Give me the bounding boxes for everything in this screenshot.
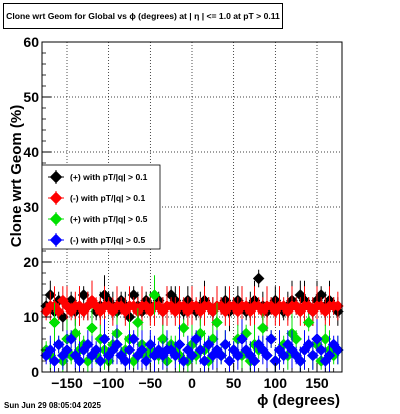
legend-marker: [49, 191, 63, 205]
data-point: [261, 349, 273, 362]
data-point: [277, 349, 290, 362]
data-point: [86, 322, 98, 334]
x-tick-label: −100: [93, 375, 125, 391]
axes: −150 −100 −50 0 50 100 150 0 10 20 30 40 50 60: [23, 34, 343, 391]
data-point: [252, 272, 265, 285]
data-point: [48, 316, 61, 329]
data-point: [111, 338, 123, 351]
legend-marker: [49, 233, 63, 247]
data-point: [211, 316, 223, 329]
data-point: [140, 355, 153, 367]
data-point: [311, 333, 323, 345]
legend-label: (-) with pT/|q| > 0.5: [70, 235, 145, 245]
x-tick-label: −150: [51, 375, 83, 391]
data-point: [48, 355, 61, 367]
data-point: [186, 349, 198, 362]
legend-box: [41, 164, 161, 250]
chart-title: Clone wrt Geom for Global vs ϕ (degrees)…: [3, 3, 283, 29]
legend: (+) with pT/|q| > 0.1 (-) with pT/|q| > 0…: [41, 164, 161, 250]
legend-marker: [49, 212, 63, 226]
x-tick-label: 100: [264, 375, 288, 391]
y-tick-label: 20: [23, 254, 39, 270]
y-axis-title: Clone wrt Geom (%): [8, 105, 25, 248]
data-point: [131, 316, 144, 329]
data-point: [61, 344, 73, 356]
y-tick-label: 0: [31, 364, 39, 380]
data-point: [98, 333, 111, 345]
data-point: [265, 333, 278, 345]
data-point: [323, 349, 336, 362]
x-tick-label: 50: [226, 375, 242, 391]
data-point: [65, 333, 78, 345]
data-point: [173, 338, 186, 351]
data-point: [123, 344, 136, 356]
data-point: [302, 338, 315, 351]
legend-label: (+) with pT/|q| > 0.1: [70, 172, 148, 182]
timestamp: Sun Jun 29 08:05:04 2025: [4, 401, 101, 410]
data-point: [94, 355, 107, 367]
data-point: [302, 316, 315, 329]
legend-marker: [49, 170, 63, 184]
y-tick-label: 40: [23, 144, 39, 160]
data-point: [148, 289, 161, 301]
legend-label: (-) with pT/|q| > 0.1: [70, 193, 145, 203]
series-4: [40, 319, 344, 372]
x-tick-label: 0: [188, 375, 196, 391]
data-point: [236, 333, 248, 345]
series-2: [40, 280, 344, 326]
data-point: [73, 355, 86, 367]
x-tick-label: −50: [138, 375, 162, 391]
y-tick-label: 50: [23, 89, 39, 105]
data-point: [127, 333, 140, 345]
y-tick-label: 10: [23, 309, 39, 325]
data-point: [198, 355, 211, 367]
data-point: [136, 344, 148, 356]
data-point: [223, 355, 236, 367]
data-series: [40, 269, 344, 372]
x-tick-label: 150: [305, 375, 329, 391]
x-axis-title: ϕ (degrees): [257, 392, 340, 409]
data-point: [256, 322, 269, 334]
data-point: [315, 344, 328, 356]
data-point: [248, 355, 261, 367]
y-tick-label: 60: [23, 34, 39, 50]
legend-label: (+) with pT/|q| > 0.5: [70, 214, 148, 224]
data-point: [90, 344, 103, 356]
y-tick-label: 30: [23, 199, 39, 215]
